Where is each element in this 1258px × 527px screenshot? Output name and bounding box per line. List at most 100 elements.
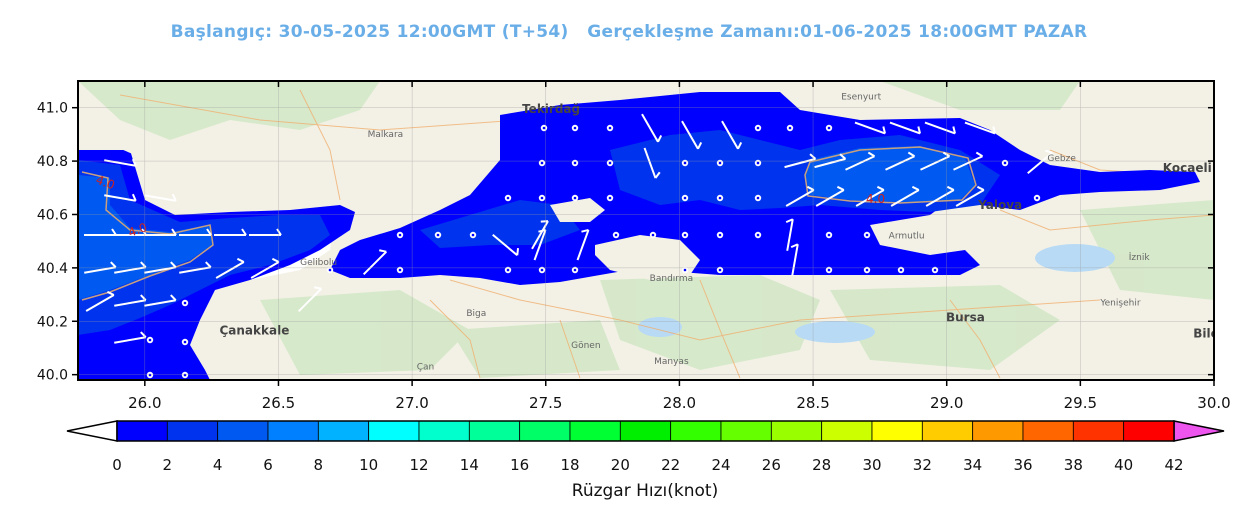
place-label: Çan [417,362,435,372]
calm-marker-center [608,126,612,130]
wind-barb [297,286,323,313]
place-label: Çanakkale [219,324,289,338]
colorbar-label: Rüzgar Hızı(knot) [571,481,719,501]
calm-marker-center [614,233,618,237]
calm-marker-center [827,268,831,272]
place-labels: Tekirdağ Malkara Esenyurt Gebze Kocaeli Yalov… [219,93,1214,373]
wind-barb [785,218,794,251]
colorbar-bin [519,420,571,442]
place-label: Manyas [654,357,689,367]
colorbar-tick-label: 16 [510,456,529,474]
place-label: Bursa [946,310,985,324]
wind-barb [790,243,799,276]
wind-barb [144,294,177,307]
calm-marker-center [148,338,152,342]
wind-barb [492,233,520,257]
calm-marker-center [436,233,440,237]
wind-barb [214,228,247,236]
wind-barb [785,185,815,207]
y-axis: 40.0 40.2 40.4 40.6 40.8 41.0 [37,101,1214,384]
calm-marker-center [506,268,510,272]
x-tick-label: 30.0 [1197,394,1230,412]
calm-marker-center [573,126,577,130]
colorbar-tick-label: 0 [112,456,122,474]
colorbar-tick-label: 14 [460,456,479,474]
colorbar-bin [217,420,269,442]
calm-marker-center [683,268,687,272]
wind-barb [925,185,955,207]
calm-marker-center [756,233,760,237]
calm-marker-center [756,196,760,200]
wind-barb [1027,149,1053,175]
colorbar-tick-label: 12 [409,456,428,474]
wind-barb [854,121,887,135]
wind-barb [250,257,280,279]
calm-marker-center [683,233,687,237]
colorbar-tick-label: 18 [560,456,579,474]
wind-barb [641,113,663,143]
calm-marker-center [718,161,722,165]
wind-barb [643,147,661,179]
wind-barb [890,185,920,207]
calm-marker-center [865,233,869,237]
wind-barb [576,228,590,261]
calm-marker-center [183,373,187,377]
wind-barb [721,120,743,150]
colorbar-tick-label: 34 [963,456,982,474]
wind-barb [179,228,212,236]
calm-marker-center [718,196,722,200]
colorbar-bin [770,420,823,442]
place-label: Armutlu [889,232,925,242]
calm-marker-center [718,268,722,272]
calm-marker-center [148,373,152,377]
wind-barb [953,151,984,171]
wind-barb [144,228,177,236]
y-tick-label: 41.0 [37,101,68,117]
place-label: Gelibolu [300,258,337,268]
colorbar-tick-label: 2 [163,456,173,474]
colorbar-bin [267,420,319,442]
colorbar-bin [368,420,420,442]
x-tick-label: 29.0 [930,394,963,412]
wind-barb [215,257,245,279]
contour-label: 4.0 [94,173,117,193]
calm-marker-center [328,268,332,272]
colorbar-tick-label: 36 [1013,456,1032,474]
x-tick-label: 27.0 [395,394,428,412]
colorbar-bin [972,420,1024,442]
colorbar-tick-label: 38 [1064,456,1083,474]
colorbar-tick-label: 24 [711,456,730,474]
y-tick-label: 40.8 [37,154,68,170]
colorbar-tick-label: 42 [1164,456,1183,474]
calm-marker-center [540,196,544,200]
x-tick-label: 26.0 [128,394,161,412]
colorbar: 0 2 4 6 8 10 12 14 16 18 20 22 24 26 28 30 32 34 36 38 40 42 [66,420,1225,474]
y-tick-label: 40.4 [37,261,68,277]
y-tick-label: 40.6 [37,207,68,223]
colorbar-bin [569,420,621,442]
wind-barb [920,151,951,171]
calm-marker-center [608,161,612,165]
calm-marker-center [573,196,577,200]
colorbar-bin [871,420,923,442]
calm-marker-center [683,161,687,165]
colorbar-frame [116,420,1175,442]
colorbar-tick-label: 10 [359,456,378,474]
colorbar-bin [317,420,370,442]
calm-marker-center [398,268,402,272]
calm-marker-center [608,196,612,200]
contour-label: 4.0 [126,220,149,240]
colorbar-bin [921,420,974,442]
colorbar-tick-label: 8 [314,456,324,474]
wind-barb [814,153,847,169]
colorbar-bin [116,420,168,442]
calm-marker-center [183,301,187,305]
calm-marker-center [1035,196,1039,200]
calm-marker-center [827,126,831,130]
calm-marker-center [540,268,544,272]
wind-barb [924,121,957,135]
colorbar-bin [1022,420,1074,442]
colorbar-under-arrow [66,420,118,442]
colorbar-bin [720,420,772,442]
y-tick-label: 40.2 [37,314,68,330]
